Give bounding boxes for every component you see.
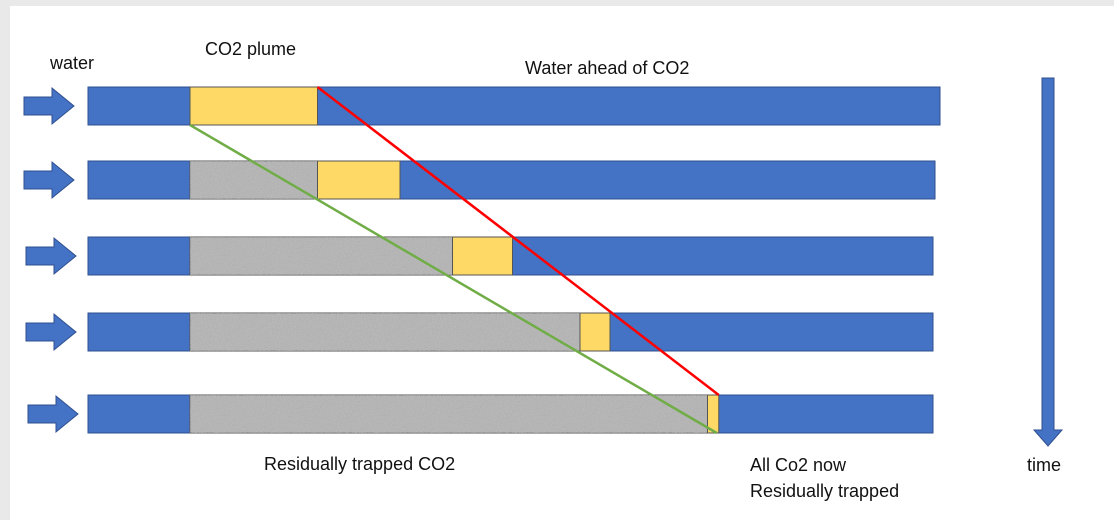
right-arrow-icon — [25, 312, 77, 352]
trapped-texture — [190, 313, 580, 351]
pipe-row — [25, 312, 934, 352]
diagram-canvas — [23, 77, 1064, 447]
pipe-row — [23, 160, 936, 200]
residually-trapped-label: Residually trapped CO2 — [264, 454, 456, 474]
co2-plume-segment — [707, 394, 720, 434]
right-arrow-icon — [27, 394, 79, 434]
pipe-row — [27, 394, 934, 434]
co2-plume-segment — [579, 312, 611, 352]
trapped-texture — [190, 237, 453, 275]
plume-front-line — [316, 86, 720, 396]
co2-plume-segment — [189, 86, 318, 126]
pipe-row — [25, 236, 934, 276]
trapped-texture — [190, 161, 318, 199]
time-label: time — [1027, 455, 1062, 475]
all-trapped-label-line2: Residually trapped — [750, 481, 900, 501]
co2-plume-segment — [452, 236, 513, 276]
right-arrow-icon — [23, 160, 75, 200]
co2-plume-label: CO2 plume — [205, 39, 297, 59]
all-trapped-label-line1: All Co2 now — [750, 455, 847, 475]
right-arrow-icon — [25, 236, 77, 276]
co2-plume-segment — [317, 160, 401, 200]
slide: water CO2 plume Water ahead of CO2 Resid… — [10, 6, 1114, 520]
right-arrow-icon — [23, 86, 75, 126]
plume-trailing-line — [189, 123, 718, 435]
water-ahead-label: Water ahead of CO2 — [525, 58, 690, 78]
trapped-texture — [190, 395, 708, 433]
down-arrow-icon — [1032, 77, 1064, 447]
pipe-row — [23, 86, 941, 126]
water-label: water — [50, 53, 95, 73]
